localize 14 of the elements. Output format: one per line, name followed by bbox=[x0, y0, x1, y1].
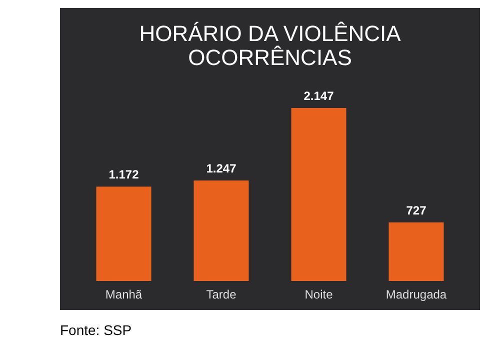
x-tick-label: Noite bbox=[304, 288, 334, 302]
data-label: 2.147 bbox=[304, 89, 334, 103]
data-label: 727 bbox=[406, 203, 427, 218]
bar bbox=[194, 180, 249, 281]
bar bbox=[388, 222, 444, 281]
x-tick-label: Madrugada bbox=[386, 288, 447, 302]
chart-title: HORÁRIO DA VIOLÊNCIA OCORRÊNCIAS bbox=[139, 21, 402, 70]
data-label: 1.172 bbox=[108, 168, 140, 182]
x-tick-label: Manhã bbox=[105, 288, 142, 302]
bar bbox=[96, 186, 152, 281]
source-note: Fonte: SSP bbox=[60, 322, 132, 338]
data-label: 1.247 bbox=[206, 162, 237, 176]
x-tick-label: Tarde bbox=[206, 288, 237, 302]
bar bbox=[291, 108, 346, 281]
